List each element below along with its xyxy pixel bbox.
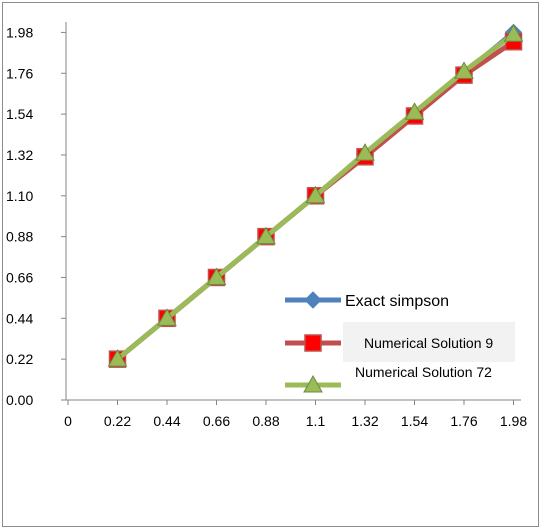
x-tick-label: 0.22 bbox=[104, 413, 131, 429]
y-tick-label: 1.98 bbox=[6, 24, 33, 40]
y-tick-label: 1.54 bbox=[6, 106, 33, 122]
data-point bbox=[157, 308, 177, 326]
y-tick-label: 0.44 bbox=[6, 310, 33, 326]
data-point bbox=[355, 143, 375, 161]
legend-item-1: Exact simpson bbox=[285, 291, 449, 310]
legend-item-2: Numerical Solution 9 bbox=[285, 334, 493, 352]
data-point bbox=[404, 102, 425, 120]
x-tick-label: 1.76 bbox=[450, 413, 477, 429]
data-point bbox=[503, 24, 524, 42]
legend-item-3: Numerical Solution 72 bbox=[285, 364, 492, 393]
legend-swatch-marker bbox=[304, 334, 322, 352]
x-tick-label: 1.98 bbox=[500, 413, 527, 429]
y-tick-label: 0.00 bbox=[6, 392, 33, 408]
y-tick-label: 0.88 bbox=[6, 229, 33, 245]
y-axis-ticks: 0.00 0.22 0.44 0.66 0.88 1.10 1.32 1.54 1.76 1.98 bbox=[6, 24, 66, 408]
x-tick-label: 0.88 bbox=[252, 413, 279, 429]
y-tick-label: 0.22 bbox=[6, 351, 33, 367]
data-point bbox=[256, 226, 276, 245]
legend: Exact simpson Numerical Solution 9 Numeric… bbox=[285, 291, 515, 393]
legend-label: Exact simpson bbox=[345, 293, 449, 310]
data-point bbox=[454, 61, 474, 79]
data-point bbox=[305, 185, 326, 204]
x-tick-label: 0.44 bbox=[153, 413, 180, 429]
y-tick-label: 1.76 bbox=[6, 65, 33, 81]
legend-swatch-marker bbox=[303, 374, 323, 393]
series-layer bbox=[107, 23, 524, 368]
axes bbox=[65, 22, 521, 401]
legend-swatch-marker bbox=[304, 291, 322, 309]
x-axis-ticks: 0 0.22 0.44 0.66 0.88 1.1 1.32 1.54 1.76 1.98 bbox=[64, 400, 527, 429]
y-tick-label: 0.66 bbox=[6, 269, 33, 285]
x-tick-label: 1.1 bbox=[306, 413, 326, 429]
x-tick-label: 0 bbox=[64, 413, 72, 429]
y-tick-label: 1.32 bbox=[6, 147, 33, 163]
legend-highlight bbox=[343, 322, 515, 362]
data-point bbox=[206, 267, 227, 285]
y-tick-label: 1.10 bbox=[6, 188, 33, 204]
legend-label: Numerical Solution 72 bbox=[355, 364, 492, 380]
x-tick-label: 1.32 bbox=[351, 413, 378, 429]
legend-label: Numerical Solution 9 bbox=[364, 335, 493, 351]
series-3 bbox=[107, 24, 524, 367]
x-tick-label: 1.54 bbox=[401, 413, 428, 429]
data-point bbox=[107, 349, 128, 367]
x-tick-label: 0.66 bbox=[203, 413, 230, 429]
